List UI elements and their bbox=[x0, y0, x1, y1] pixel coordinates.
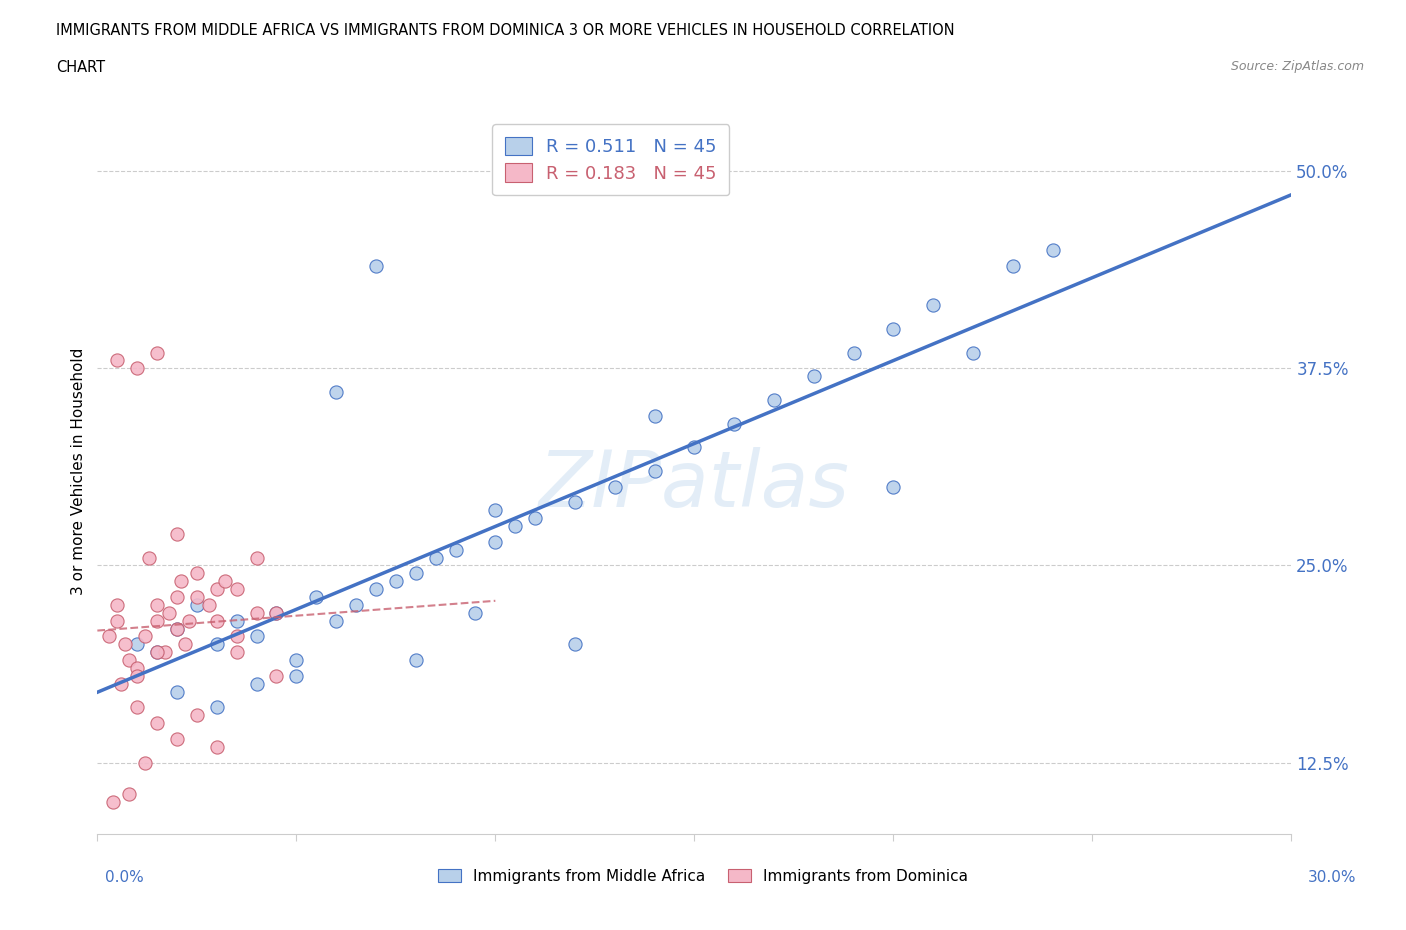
Point bbox=[205, 739, 228, 754]
Point bbox=[214, 574, 236, 589]
Point bbox=[882, 322, 904, 337]
Point bbox=[803, 368, 825, 383]
Text: CHART: CHART bbox=[56, 60, 105, 75]
Point bbox=[405, 653, 427, 668]
Point bbox=[134, 629, 156, 644]
Point bbox=[385, 574, 408, 589]
Point bbox=[186, 708, 208, 723]
Point bbox=[146, 613, 169, 628]
Point bbox=[118, 787, 141, 802]
Point bbox=[245, 605, 267, 620]
Point bbox=[266, 605, 288, 620]
Point bbox=[683, 440, 706, 455]
Text: 0.0%: 0.0% bbox=[105, 870, 145, 884]
Text: 30.0%: 30.0% bbox=[1309, 870, 1357, 884]
Point bbox=[484, 503, 506, 518]
Point bbox=[166, 621, 188, 636]
Point bbox=[186, 597, 208, 612]
Point bbox=[444, 542, 467, 557]
Point bbox=[325, 384, 347, 399]
Point bbox=[425, 551, 447, 565]
Point bbox=[564, 495, 586, 510]
Point bbox=[285, 653, 308, 668]
Point bbox=[603, 479, 626, 494]
Text: IMMIGRANTS FROM MIDDLE AFRICA VS IMMIGRANTS FROM DOMINICA 3 OR MORE VEHICLES IN : IMMIGRANTS FROM MIDDLE AFRICA VS IMMIGRA… bbox=[56, 23, 955, 38]
Y-axis label: 3 or more Vehicles in Household: 3 or more Vehicles in Household bbox=[72, 347, 86, 594]
Point bbox=[166, 732, 188, 747]
Point bbox=[105, 597, 128, 612]
Point bbox=[405, 566, 427, 581]
Point bbox=[157, 605, 180, 620]
Point bbox=[922, 298, 945, 312]
Legend: Immigrants from Middle Africa, Immigrants from Dominica: Immigrants from Middle Africa, Immigrant… bbox=[432, 862, 974, 890]
Point bbox=[503, 519, 526, 534]
Point bbox=[723, 416, 745, 431]
Text: Source: ZipAtlas.com: Source: ZipAtlas.com bbox=[1230, 60, 1364, 73]
Point bbox=[103, 794, 125, 809]
Point bbox=[225, 581, 247, 596]
Point bbox=[134, 755, 156, 770]
Point bbox=[225, 629, 247, 644]
Point bbox=[1001, 259, 1024, 273]
Point bbox=[762, 392, 785, 407]
Point bbox=[524, 511, 547, 525]
Point bbox=[174, 637, 197, 652]
Point bbox=[146, 345, 169, 360]
Point bbox=[153, 644, 176, 659]
Point bbox=[127, 669, 149, 684]
Point bbox=[118, 653, 141, 668]
Point bbox=[364, 259, 387, 273]
Point bbox=[127, 700, 149, 715]
Point bbox=[842, 345, 865, 360]
Point bbox=[146, 716, 169, 731]
Point bbox=[110, 676, 132, 691]
Point bbox=[166, 526, 188, 541]
Point bbox=[166, 590, 188, 604]
Point bbox=[186, 590, 208, 604]
Point bbox=[105, 613, 128, 628]
Point bbox=[127, 361, 149, 376]
Point bbox=[166, 621, 188, 636]
Point bbox=[484, 535, 506, 550]
Point bbox=[205, 581, 228, 596]
Point bbox=[127, 660, 149, 675]
Point bbox=[564, 637, 586, 652]
Point bbox=[245, 551, 267, 565]
Point bbox=[962, 345, 984, 360]
Point bbox=[1042, 243, 1064, 258]
Point bbox=[285, 669, 308, 684]
Point bbox=[186, 566, 208, 581]
Point bbox=[105, 353, 128, 368]
Point bbox=[146, 597, 169, 612]
Point bbox=[364, 581, 387, 596]
Point bbox=[166, 684, 188, 699]
Point bbox=[344, 597, 367, 612]
Point bbox=[98, 629, 121, 644]
Point bbox=[225, 613, 247, 628]
Point bbox=[225, 644, 247, 659]
Point bbox=[177, 613, 200, 628]
Point bbox=[205, 613, 228, 628]
Point bbox=[146, 644, 169, 659]
Point bbox=[205, 700, 228, 715]
Point bbox=[146, 644, 169, 659]
Point bbox=[325, 613, 347, 628]
Point bbox=[127, 637, 149, 652]
Point bbox=[245, 676, 267, 691]
Point bbox=[266, 669, 288, 684]
Point bbox=[197, 597, 219, 612]
Point bbox=[266, 605, 288, 620]
Point bbox=[205, 637, 228, 652]
Point bbox=[138, 551, 160, 565]
Point bbox=[245, 629, 267, 644]
Point bbox=[305, 590, 328, 604]
Point bbox=[644, 408, 666, 423]
Point bbox=[464, 605, 486, 620]
Legend: R = 0.511   N = 45, R = 0.183   N = 45: R = 0.511 N = 45, R = 0.183 N = 45 bbox=[492, 125, 730, 195]
Point bbox=[170, 574, 193, 589]
Point bbox=[114, 637, 136, 652]
Text: ZIP​atlas: ZIP​atlas bbox=[538, 447, 849, 524]
Point bbox=[644, 463, 666, 478]
Point bbox=[882, 479, 904, 494]
